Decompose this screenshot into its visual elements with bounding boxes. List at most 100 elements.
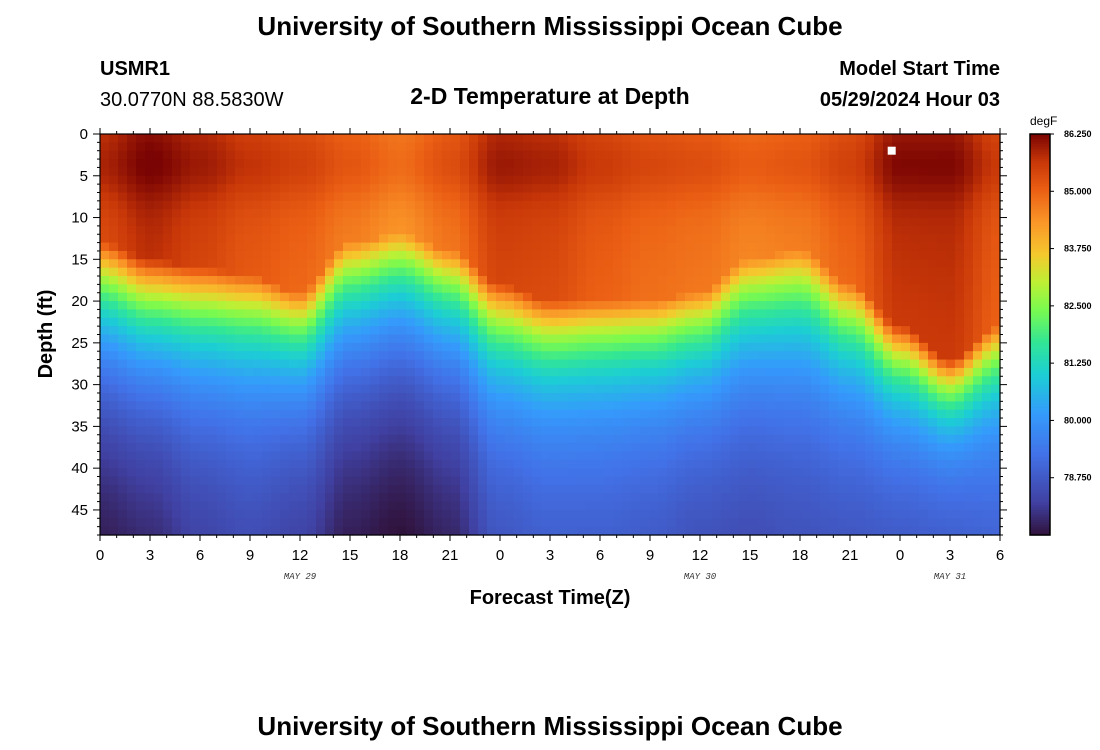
heatmap-cell <box>280 134 290 143</box>
heatmap-cell <box>334 518 344 528</box>
heatmap-cell <box>154 292 164 302</box>
heatmap-cell <box>919 342 929 352</box>
heatmap-cell <box>883 159 893 169</box>
heatmap-cell <box>325 259 335 269</box>
heatmap-cell <box>703 234 713 244</box>
heatmap-cell <box>235 426 245 436</box>
heatmap-cell <box>298 250 308 260</box>
heatmap-cell <box>523 276 533 285</box>
heatmap-cell <box>604 409 614 419</box>
heatmap-cell <box>550 476 560 486</box>
heatmap-cell <box>802 142 812 152</box>
heatmap-cell <box>595 392 605 402</box>
heatmap-cell <box>631 200 641 210</box>
heatmap-cell <box>928 376 938 386</box>
heatmap-cell <box>838 209 848 219</box>
heatmap-cell <box>208 443 218 453</box>
heatmap-cell <box>190 250 200 260</box>
heatmap-cell <box>505 317 515 327</box>
heatmap-cell <box>712 267 722 277</box>
heatmap-cell <box>703 217 713 227</box>
heatmap-cell <box>388 451 398 461</box>
heatmap-cell <box>946 317 956 327</box>
heatmap-cell <box>208 434 218 444</box>
heatmap-cell <box>910 342 920 352</box>
heatmap-cell <box>793 351 803 361</box>
heatmap-cell <box>577 209 587 219</box>
heatmap-cell <box>154 175 164 185</box>
heatmap-cell <box>280 451 290 461</box>
heatmap-cell <box>469 334 479 344</box>
heatmap-cell <box>244 317 254 327</box>
heatmap-cell <box>343 334 353 344</box>
heatmap-cell <box>496 443 506 453</box>
heatmap-cell <box>703 342 713 352</box>
heatmap-cell <box>388 292 398 302</box>
heatmap-cell <box>703 392 713 402</box>
heatmap-cell <box>172 167 182 177</box>
heatmap-cell <box>118 309 128 319</box>
heatmap-cell <box>505 334 515 344</box>
heatmap-cell <box>622 284 632 294</box>
heatmap-cell <box>460 301 470 311</box>
heatmap-cell <box>541 267 551 277</box>
heatmap-cell <box>676 209 686 219</box>
heatmap-cell <box>712 384 722 394</box>
heatmap-cell <box>127 192 137 202</box>
heatmap-cell <box>433 301 443 311</box>
heatmap-cell <box>442 192 452 202</box>
heatmap-cell <box>397 317 407 327</box>
heatmap-cell <box>838 200 848 210</box>
heatmap-cell <box>226 501 236 511</box>
heatmap-cell <box>352 493 362 503</box>
heatmap-cell <box>712 501 722 511</box>
heatmap-cell <box>955 342 965 352</box>
heatmap-cell <box>505 192 515 202</box>
heatmap-cell <box>208 309 218 319</box>
heatmap-cell <box>145 401 155 411</box>
heatmap-cell <box>640 401 650 411</box>
heatmap-cell <box>865 167 875 177</box>
heatmap-cell <box>982 259 992 269</box>
heatmap-cell <box>811 476 821 486</box>
heatmap-cell <box>217 134 227 143</box>
heatmap-cell <box>406 150 416 160</box>
heatmap-cell <box>865 284 875 294</box>
heatmap-cell <box>730 468 740 478</box>
heatmap-cell <box>829 334 839 344</box>
heatmap-cell <box>379 267 389 277</box>
heatmap-cell <box>397 418 407 427</box>
heatmap-cell <box>118 200 128 210</box>
heatmap-cell <box>226 518 236 528</box>
heatmap-cell <box>478 326 488 336</box>
heatmap-cell <box>478 317 488 327</box>
heatmap-cell <box>901 167 911 177</box>
heatmap-cell <box>271 326 281 336</box>
heatmap-cell <box>784 217 794 227</box>
heatmap-cell <box>901 259 911 269</box>
heatmap-cell <box>847 501 857 511</box>
heatmap-cell <box>334 392 344 402</box>
heatmap-cell <box>865 484 875 494</box>
heatmap-cell <box>694 225 704 235</box>
heatmap-cell <box>928 459 938 469</box>
heatmap-cell <box>100 326 110 336</box>
heatmap-cell <box>487 175 497 185</box>
heatmap-cell <box>712 159 722 169</box>
heatmap-cell <box>244 209 254 219</box>
heatmap-cell <box>334 167 344 177</box>
heatmap-cell <box>136 459 146 469</box>
heatmap-cell <box>451 392 461 402</box>
heatmap-cell <box>919 409 929 419</box>
heatmap-cell <box>892 334 902 344</box>
heatmap-cell <box>847 526 857 536</box>
heatmap-cell <box>505 292 515 302</box>
heatmap-cell <box>928 259 938 269</box>
heatmap-cell <box>901 359 911 369</box>
heatmap-cell <box>307 401 317 411</box>
heatmap-cell <box>685 392 695 402</box>
heatmap-cell <box>928 142 938 152</box>
heatmap-cell <box>838 217 848 227</box>
heatmap-cell <box>352 443 362 453</box>
heatmap-cell <box>982 443 992 453</box>
